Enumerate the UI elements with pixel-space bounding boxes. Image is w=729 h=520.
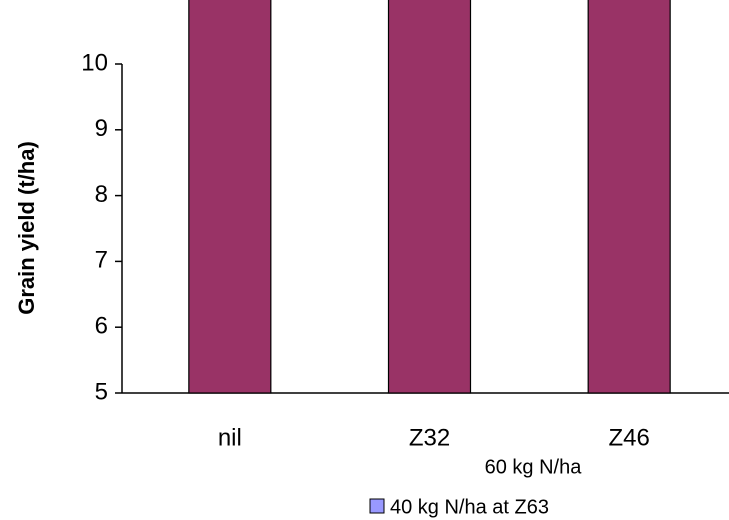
bar-segment [387,0,472,394]
y-tick-label: 6 [95,313,108,340]
y-tick-label: 8 [95,181,108,208]
y-tick-label: 10 [81,49,108,76]
bar-segment [188,0,272,394]
annotation: 60 kg N/ha [485,456,583,478]
y-tick-label: 9 [95,115,108,142]
bar-segment [587,0,671,394]
y-axis-label: Grain yield (t/ha) [14,141,39,315]
y-tick-label: 5 [95,378,108,405]
y-tick-label: 7 [95,247,108,274]
x-tick-label: Z32 [409,424,450,451]
legend-label: 40 kg N/ha at Z63 [390,496,549,518]
x-tick-label: Z46 [608,424,649,451]
x-tick-label: nil [218,424,242,451]
legend-swatch [369,498,385,514]
